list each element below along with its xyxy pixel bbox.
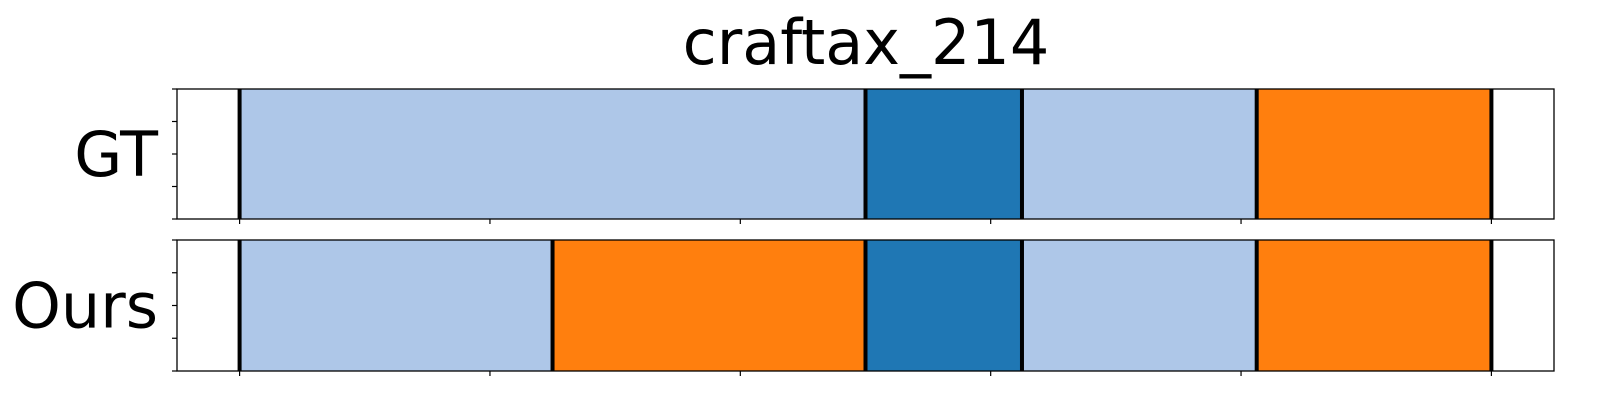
segment-ours-1 — [552, 240, 866, 371]
segment-ours-2 — [865, 240, 1022, 371]
row-label-gt: GT — [74, 118, 159, 191]
row-label-ours: Ours — [12, 270, 158, 343]
segment-gt-2 — [1021, 89, 1257, 219]
segment-gt-1 — [865, 89, 1022, 219]
segment-ours-3 — [1021, 240, 1257, 371]
segment-gt-3 — [1256, 89, 1492, 219]
segment-gt-0 — [239, 89, 866, 219]
segment-ours-0 — [239, 240, 553, 371]
chart-title: craftax_214 — [683, 6, 1050, 79]
segment-ours-4 — [1256, 240, 1492, 371]
panels: GT Ours — [12, 88, 1555, 376]
